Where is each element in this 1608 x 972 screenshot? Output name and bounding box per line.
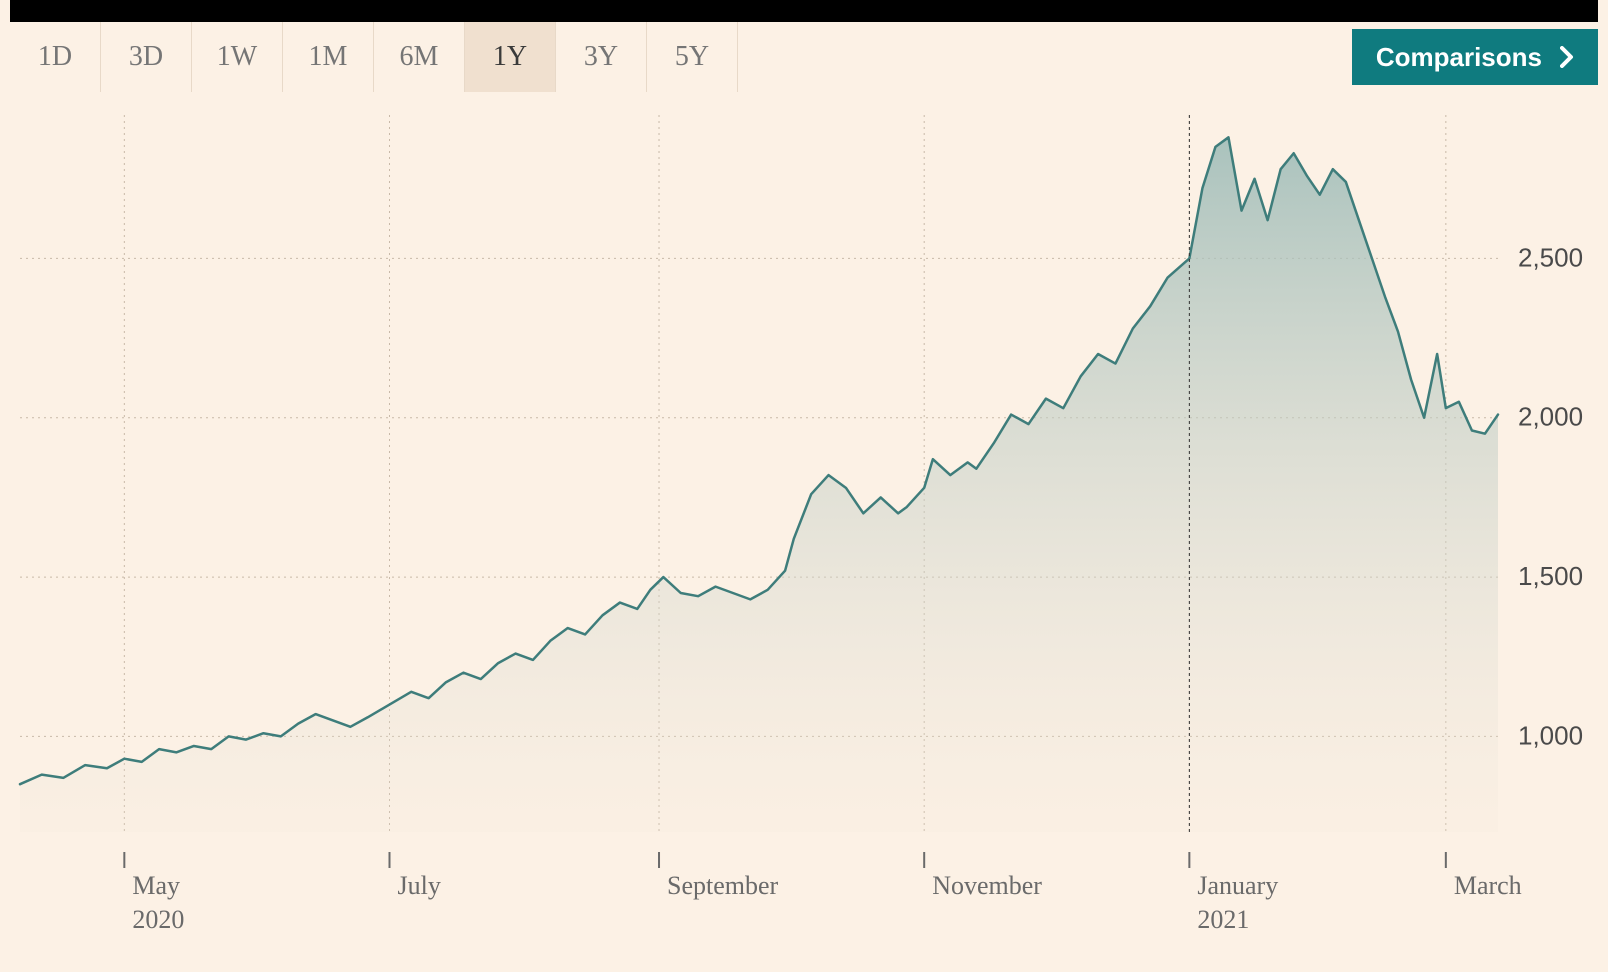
time-range-tabs: 1D 3D 1W 1M 6M 1Y 3Y 5Y Comparisons bbox=[10, 22, 1598, 92]
chevron-right-icon bbox=[1560, 46, 1574, 68]
tab-1m[interactable]: 1M bbox=[283, 22, 374, 92]
tab-5y[interactable]: 5Y bbox=[647, 22, 738, 92]
tab-3d[interactable]: 3D bbox=[101, 22, 192, 92]
comparisons-label: Comparisons bbox=[1376, 42, 1542, 73]
chart-svg: 1,000 1,500 2,000 2,500 May 2020 July September… bbox=[10, 100, 1598, 962]
svg-text:1,500: 1,500 bbox=[1518, 561, 1583, 591]
top-black-bar bbox=[10, 0, 1598, 22]
svg-text:January: January bbox=[1197, 871, 1278, 900]
tab-6m[interactable]: 6M bbox=[374, 22, 465, 92]
svg-text:2021: 2021 bbox=[1197, 905, 1249, 934]
svg-text:May: May bbox=[132, 871, 180, 900]
comparisons-button[interactable]: Comparisons bbox=[1352, 29, 1598, 85]
svg-text:July: July bbox=[398, 871, 441, 900]
tab-1w[interactable]: 1W bbox=[192, 22, 283, 92]
tab-3y[interactable]: 3Y bbox=[556, 22, 647, 92]
tab-label: 1W bbox=[217, 41, 257, 73]
tab-label: 3D bbox=[129, 41, 163, 73]
tab-label: 3Y bbox=[584, 41, 618, 73]
tab-1d[interactable]: 1D bbox=[10, 22, 101, 92]
tab-label: 1D bbox=[38, 41, 72, 73]
tab-label: 1Y bbox=[493, 41, 527, 73]
svg-text:September: September bbox=[667, 871, 779, 900]
svg-text:1,000: 1,000 bbox=[1518, 720, 1583, 750]
svg-text:2,500: 2,500 bbox=[1518, 242, 1583, 272]
tab-1y[interactable]: 1Y bbox=[465, 22, 556, 92]
tab-label: 5Y bbox=[675, 41, 709, 73]
svg-text:2,000: 2,000 bbox=[1518, 402, 1583, 432]
tab-label: 6M bbox=[400, 41, 439, 73]
svg-text:2020: 2020 bbox=[132, 905, 184, 934]
svg-text:November: November bbox=[932, 871, 1042, 900]
svg-text:March: March bbox=[1454, 871, 1522, 900]
tab-label: 1M bbox=[309, 41, 348, 73]
price-chart[interactable]: 1,000 1,500 2,000 2,500 May 2020 July September… bbox=[10, 100, 1598, 962]
